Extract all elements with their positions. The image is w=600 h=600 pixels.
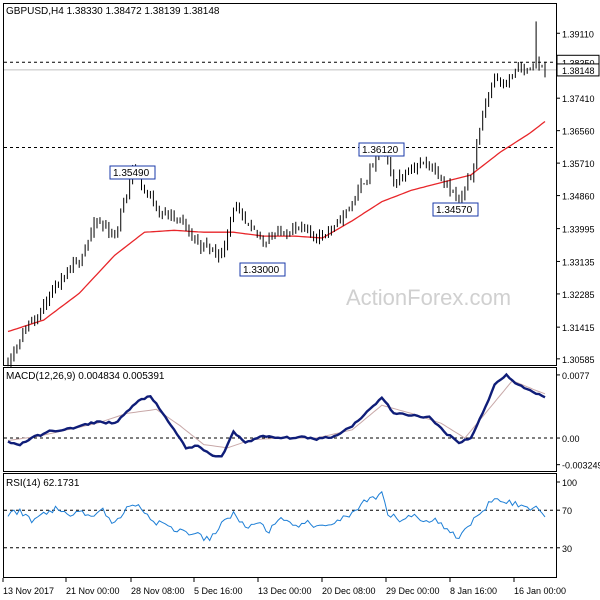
rsi-layer [4, 490, 556, 549]
price-annotation-label: 1.36120 [362, 145, 399, 156]
price-axis-label: 1.34860 [562, 192, 595, 202]
rsi-line [7, 490, 546, 542]
price-annotation-box [239, 262, 286, 277]
time-axis-label: 13 Dec 00:00 [258, 586, 312, 596]
time-axis-label: 28 Nov 08:00 [131, 586, 185, 596]
price-annotation-box [432, 202, 479, 217]
price-axis-label: 1.33135 [562, 257, 595, 267]
price-annotation-box [358, 142, 405, 157]
price-annotation-label: 1.33000 [243, 265, 280, 276]
price-axis-label: 1.38350 [562, 58, 595, 68]
macd-axis-label: 0.00 [562, 434, 580, 444]
price-axis-label: 1.35710 [562, 159, 595, 169]
price-panel-frame [3, 3, 557, 366]
time-axis-label: 13 Nov 2017 [3, 586, 54, 596]
moving-average-line [7, 120, 546, 333]
price-axis-label: 1.30585 [562, 355, 595, 365]
time-axis-label: 20 Dec 08:00 [322, 586, 376, 596]
macd-panel-title: MACD(12,26,9) 0.004834 0.005391 [6, 371, 165, 382]
macd-layer [4, 372, 556, 458]
price-annotation-label: 1.34570 [436, 205, 473, 216]
rsi-axis-label: 30 [562, 544, 572, 554]
axis-layer: 1.39110 1.38350 1.37410 1.36560 1.35710 1.348… [2, 29, 600, 596]
macd-main-line [7, 372, 546, 458]
price-axis-label: 1.32285 [562, 290, 595, 300]
price-axis-label: 1.39110 [562, 29, 594, 39]
time-axis-label: 29 Dec 00:00 [386, 586, 440, 596]
price-layer: 1.35490 1.33000 1.36120 1.34570 [4, 21, 556, 367]
time-axis-label: 8 Jan 16:00 [450, 586, 497, 596]
time-axis-label: 5 Dec 16:00 [194, 586, 243, 596]
rsi-panel-title: RSI(14) 62.1731 [6, 478, 80, 489]
rsi-panel-frame [3, 473, 557, 578]
macd-axis-label: -0.003249 [562, 461, 600, 471]
price-panel-title: GBPUSD,H4 1.38330 1.38472 1.38139 1.3814… [6, 6, 220, 17]
current-price-box [556, 63, 600, 77]
macd-panel-frame [3, 367, 557, 472]
watermark: ActionForex.com [346, 285, 511, 310]
time-axis-label: 16 Jan 00:00 [514, 586, 566, 596]
macd-axis-label: 0.0077 [562, 371, 590, 381]
price-annotation-box [109, 165, 156, 180]
rsi-axis-label: 70 [562, 506, 572, 516]
current-price-label: 1.38148 [562, 66, 595, 76]
rsi-axis-label: 100 [562, 478, 577, 488]
price-axis-label: 1.36560 [562, 127, 595, 137]
price-axis-label: 1.37410 [562, 94, 595, 104]
price-axis-label: 1.31415 [562, 323, 595, 333]
price-annotation-label: 1.35490 [113, 168, 150, 179]
time-axis-label: 21 Nov 00:00 [66, 586, 120, 596]
price-axis-label: 1.33995 [562, 225, 595, 235]
